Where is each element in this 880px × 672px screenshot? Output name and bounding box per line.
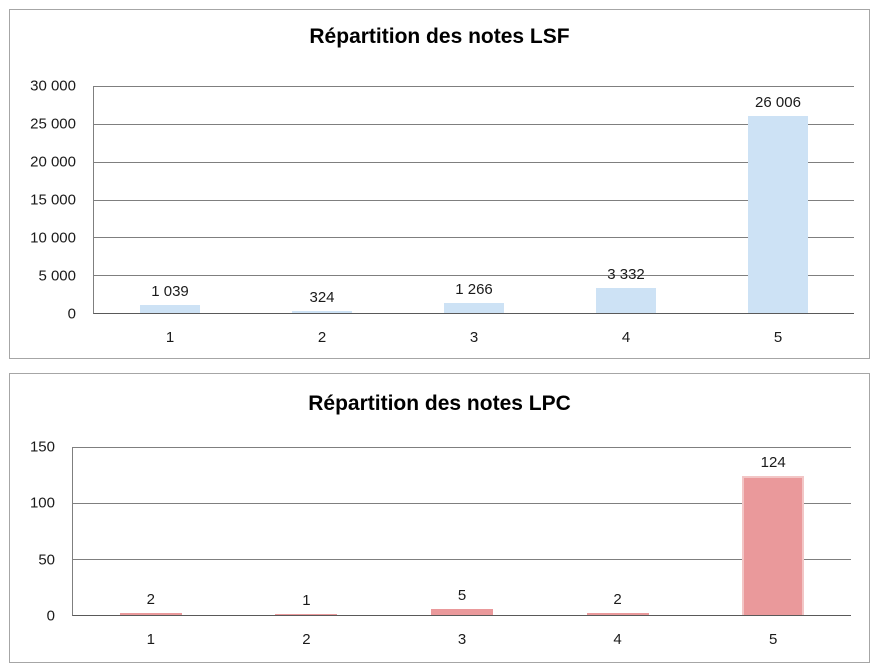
bar-note-3 xyxy=(444,303,504,313)
bar-value-label: 3 332 xyxy=(607,265,645,283)
x-category-label: 4 xyxy=(621,329,631,346)
bar-note-5 xyxy=(742,476,805,615)
gridline xyxy=(94,275,854,277)
bar-value-label: 124 xyxy=(760,454,786,472)
bar-column: 26 006 5 xyxy=(702,86,854,345)
x-category-label: 5 xyxy=(773,329,783,346)
bar-note-4 xyxy=(586,612,649,615)
bar-value-label: 1 039 xyxy=(151,283,189,301)
bar-series: 1 039 1 324 2 1 266 3 3 332 4 26 006 5 xyxy=(94,86,854,345)
chart-title: Répartition des notes LPC xyxy=(308,392,571,415)
bar-value-label: 26 006 xyxy=(755,94,801,112)
y-axis: 30 000 25 000 20 000 15 000 10 000 5 000 0 xyxy=(10,79,93,322)
gridline xyxy=(73,447,851,448)
bar-column: 3 332 4 xyxy=(550,86,702,345)
chart-panel-lsf: Répartition des notes LSF 30 000 25 000 20… xyxy=(9,9,870,359)
bar-column: 1 039 1 xyxy=(94,86,246,345)
y-tick-label: 25 000 xyxy=(30,115,76,133)
bar-column: 324 2 xyxy=(246,86,398,345)
bar-value-label: 1 xyxy=(302,591,311,609)
bar-column: 1 266 3 xyxy=(398,86,550,345)
gridline xyxy=(94,123,854,125)
bar-value-label: 1 266 xyxy=(455,281,493,299)
plot-area: 2 1 1 2 5 3 2 4 124 5 xyxy=(72,447,851,647)
gridline xyxy=(94,199,854,201)
chart-title: Répartition des notes LSF xyxy=(309,25,570,48)
x-category-label: 4 xyxy=(613,631,622,648)
bar-note-1 xyxy=(119,612,182,615)
gridline xyxy=(94,237,854,239)
x-category-label: 2 xyxy=(317,329,327,346)
bar-note-3 xyxy=(430,609,493,615)
bar-note-1 xyxy=(140,305,200,313)
y-tick-label: 0 xyxy=(67,305,76,323)
y-tick-label: 50 xyxy=(38,551,55,569)
x-category-label: 1 xyxy=(146,631,155,648)
bar-series: 2 1 1 2 5 3 2 4 124 5 xyxy=(73,447,851,647)
y-tick-label: 30 000 xyxy=(30,77,76,95)
bar-value-label: 324 xyxy=(309,288,335,306)
gridline xyxy=(73,559,851,560)
plot-area: 1 039 1 324 2 1 266 3 3 332 4 26 006 5 xyxy=(93,86,854,345)
y-axis: 150 100 50 0 xyxy=(10,440,72,624)
gridline xyxy=(94,86,854,87)
x-category-label: 3 xyxy=(469,329,479,346)
bar-note-4 xyxy=(596,287,656,313)
bar-note-2 xyxy=(292,310,352,313)
bar-column: 124 5 xyxy=(695,447,851,647)
x-category-label: 2 xyxy=(302,631,311,648)
gridline xyxy=(94,161,854,163)
bar-value-label: 2 xyxy=(146,590,155,608)
y-tick-label: 0 xyxy=(46,607,55,625)
bar-value-label: 5 xyxy=(457,587,467,605)
y-tick-label: 150 xyxy=(29,438,55,456)
y-tick-label: 100 xyxy=(29,494,55,512)
y-tick-label: 10 000 xyxy=(30,229,76,247)
x-category-label: 5 xyxy=(769,631,778,648)
bar-note-5 xyxy=(748,116,808,313)
y-tick-label: 5 000 xyxy=(38,267,76,285)
x-category-label: 1 xyxy=(165,329,175,346)
gridline xyxy=(73,503,851,504)
x-category-label: 3 xyxy=(457,631,467,648)
bar-value-label: 2 xyxy=(613,590,622,608)
bar-note-2 xyxy=(275,613,338,615)
y-tick-label: 15 000 xyxy=(30,191,76,209)
y-tick-label: 20 000 xyxy=(30,153,76,171)
